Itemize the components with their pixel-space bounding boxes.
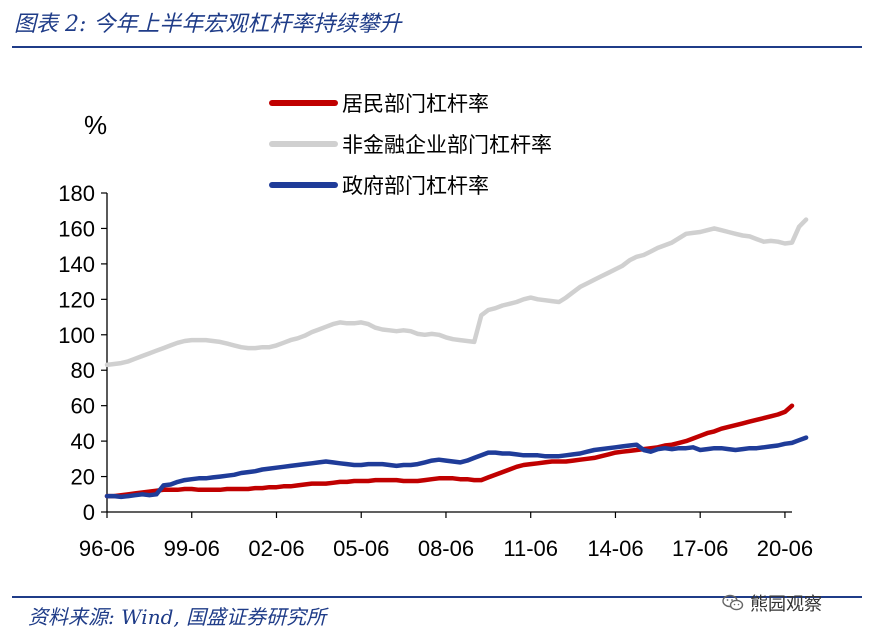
y-axis-unit-label: % (84, 110, 107, 140)
source-note: 资料来源: Wind, 国盛证券研究所 (28, 605, 327, 629)
x-tick-label: 11-06 (503, 536, 558, 561)
x-tick-label: 05-06 (333, 536, 389, 561)
y-tick-label: 80 (71, 358, 95, 383)
watermark-text: 熊园观察 (750, 594, 822, 615)
y-tick-label: 160 (58, 216, 95, 241)
x-tick-label: 99-06 (164, 536, 220, 561)
x-axis-ticks: 96-06 99-06 02-06 05-06 08-06 11-06 14-06 17-06… (79, 512, 813, 561)
y-tick-label: 180 (58, 181, 95, 206)
y-tick-label: 0 (83, 500, 95, 525)
x-tick-label: 20-06 (757, 536, 813, 561)
legend-label: 政府部门杠杆率 (342, 174, 489, 198)
figure-title: 图表 2: 今年上半年宏观杠杆率持续攀升 (14, 12, 402, 37)
series-line-0 (104, 403, 795, 499)
footer-divider (12, 596, 862, 598)
y-tick-label: 120 (58, 287, 95, 312)
legend-label: 非金融企业部门杠杆率 (342, 133, 552, 157)
y-tick-label: 100 (58, 323, 95, 348)
wechat-icon (722, 594, 744, 611)
x-tick-label: 96-06 (79, 536, 135, 561)
series-line-1 (104, 217, 809, 368)
x-tick-label: 08-06 (418, 536, 474, 561)
y-axis-ticks: 0 20 40 60 80 100 120 140 160 180 (58, 181, 107, 525)
y-tick-label: 60 (71, 394, 95, 419)
y-tick-label: 40 (71, 429, 95, 454)
watermark: 熊园观察 (722, 590, 822, 616)
series-lines (104, 217, 809, 500)
title-divider (12, 46, 862, 48)
y-tick-label: 140 (58, 252, 95, 277)
axes (106, 193, 792, 513)
series-line-2 (104, 435, 809, 500)
legend-label: 居民部门杠杆率 (342, 92, 489, 116)
x-tick-label: 17-06 (672, 536, 728, 561)
x-tick-label: 14-06 (587, 536, 643, 561)
x-tick-label: 02-06 (248, 536, 304, 561)
y-tick-label: 20 (71, 465, 95, 490)
